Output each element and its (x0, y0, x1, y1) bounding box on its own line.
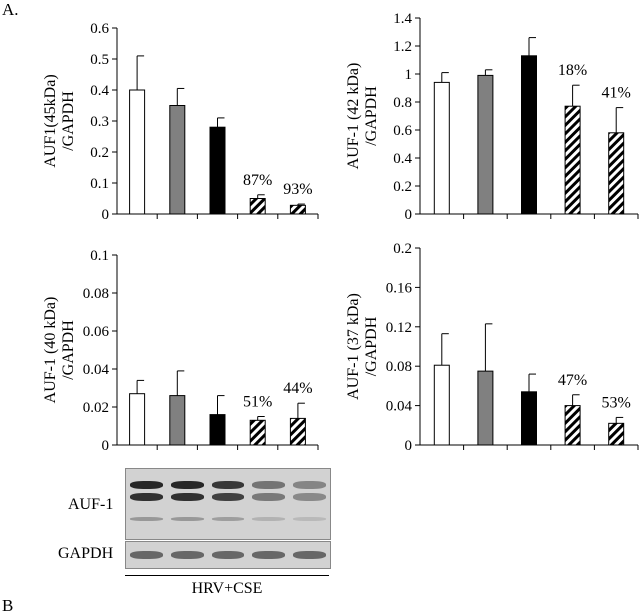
y-axis-label: AUF-1 (37 kDa) (345, 293, 362, 400)
bar (433, 364, 450, 446)
y-tick-label: 0.2 (393, 241, 412, 257)
y-tick-label: 1.4 (393, 11, 412, 27)
percent-annotation: 53% (602, 394, 631, 411)
bar (289, 417, 306, 446)
blot-band (293, 517, 326, 521)
y-tick-label: 0.6 (90, 21, 109, 37)
blot-band (211, 517, 245, 521)
y-axis-label: /GAPDH (363, 86, 380, 146)
western-blot: AUF-1 GAPDH HRV+CSE (0, 460, 640, 606)
y-tick-label: 0 (405, 438, 413, 454)
percent-annotation: 51% (243, 394, 272, 411)
y-axis-label: AUF1(45kDa) (42, 74, 59, 167)
y-tick-label: 0.4 (90, 83, 109, 99)
bar (564, 405, 581, 446)
bar (289, 204, 306, 215)
y-tick-label: 0.02 (83, 400, 109, 416)
blot-label-gapdh: GAPDH (58, 545, 114, 562)
blot-band (170, 517, 204, 521)
y-tick-label: 0.08 (386, 359, 412, 375)
bar (249, 198, 266, 215)
y-tick-label: 0 (102, 207, 110, 223)
bar (477, 74, 494, 215)
y-tick-label: 0 (102, 438, 110, 454)
treatment-label: HRV+CSE (191, 580, 263, 597)
y-axis-label: /GAPDH (363, 316, 380, 376)
blot-band (130, 517, 163, 521)
blot-band (170, 551, 204, 559)
blot-band (211, 551, 245, 559)
blot-band (252, 551, 286, 559)
chart-auf1-37kda: 0 0.04 0.08 0.12 0.16 0.2 AUF-1 (37 kDa)/GAPDH… (345, 241, 639, 454)
blot-band (293, 551, 326, 559)
bar (521, 55, 537, 215)
y-tick-label: 0.2 (90, 145, 109, 161)
blot-band (293, 493, 326, 501)
percent-annotation: 41% (602, 85, 631, 102)
y-tick-label: 0.04 (83, 362, 110, 378)
bar (608, 422, 625, 446)
percent-annotation: 87% (243, 172, 272, 189)
y-tick-label: 1 (405, 67, 413, 83)
y-axis-label: AUF-1 (42 kDa) (345, 63, 362, 170)
panel-label: A. (2, 0, 19, 19)
percent-annotation: 18% (558, 62, 587, 79)
blot-band (211, 481, 245, 489)
y-tick-label: 0.8 (393, 95, 412, 111)
blot-band (130, 493, 163, 501)
bar (564, 105, 581, 215)
blot-band (130, 481, 163, 489)
y-tick-label: 0.6 (393, 123, 412, 139)
y-tick-label: 0.16 (386, 280, 413, 296)
bar (129, 89, 146, 215)
y-axis-label: AUF-1 (40 kDa) (42, 297, 59, 404)
bar (209, 414, 226, 446)
y-tick-label: 0.12 (386, 320, 412, 336)
y-tick-label: 0.1 (90, 248, 109, 264)
chart-auf1-42kda: 0 0.2 0.4 0.6 0.8 1 1.2 1.4 AUF-1 (42 kDa)/GAPDH… (345, 11, 639, 223)
chart-auf1-45kda: 0 0.1 0.2 0.3 0.4 0.5 0.6 AUF1(45kDa)/GAPDH 87% 9… (42, 21, 319, 223)
percent-annotation: 47% (558, 372, 587, 389)
bar (209, 126, 226, 215)
y-axis-label: /GAPDH (60, 91, 77, 151)
y-tick-label: 0.4 (393, 151, 412, 167)
bar (169, 395, 186, 446)
y-tick-label: 0.2 (393, 179, 412, 195)
percent-annotation: 93% (283, 181, 312, 198)
y-axis-label: /GAPDH (60, 320, 77, 380)
blot-band (252, 517, 286, 521)
blot-band (252, 481, 286, 489)
bar (433, 81, 450, 215)
y-tick-label: 0.5 (90, 52, 109, 68)
y-tick-label: 0.08 (83, 286, 109, 302)
blot-band (170, 481, 204, 489)
blot-band (170, 493, 204, 501)
y-tick-label: 0.06 (83, 324, 110, 340)
blot-gapdh-strip (125, 541, 331, 569)
bar (169, 105, 186, 215)
y-tick-label: 0.3 (90, 114, 109, 130)
chart-auf1-40kda: 0 0.02 0.04 0.06 0.08 0.1 AUF-1 (40 kDa)/GAPDH… (42, 248, 319, 454)
bar (608, 132, 625, 215)
blot-band (252, 493, 286, 501)
blot-band (211, 493, 245, 501)
y-tick-label: 0.1 (90, 176, 109, 192)
y-tick-label: 0.04 (386, 399, 413, 415)
blot-band (130, 551, 163, 559)
bar (129, 393, 146, 446)
treatment-bracket-line (125, 575, 329, 576)
blot-label-auf1: AUF-1 (68, 496, 114, 513)
bar (249, 419, 266, 446)
percent-annotation: 44% (283, 380, 312, 397)
bar (521, 391, 537, 446)
next-panel-label: B (2, 596, 14, 615)
bar (477, 370, 494, 446)
y-tick-label: 0 (405, 207, 413, 223)
blot-auf1-strip (125, 468, 331, 540)
y-tick-label: 1.2 (393, 39, 412, 55)
blot-band (293, 481, 326, 489)
